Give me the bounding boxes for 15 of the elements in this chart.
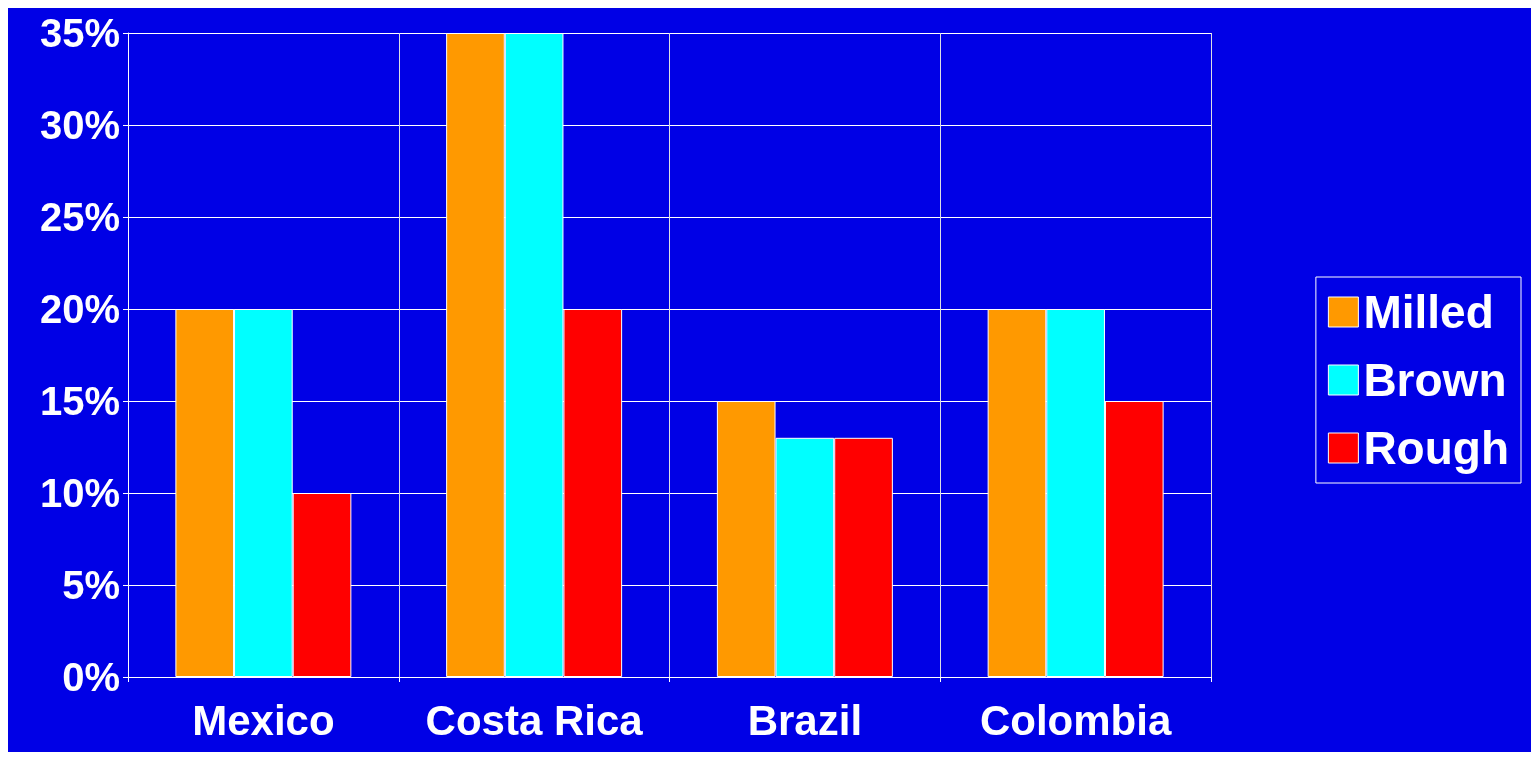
- y-tick-label: 30%: [39, 103, 120, 147]
- x-tick-label: Brazil: [747, 696, 863, 744]
- legend-label: Milled: [1363, 286, 1494, 338]
- y-tick-label: 25%: [39, 195, 120, 239]
- legend-label: Rough: [1363, 422, 1510, 474]
- y-tick-label: 35%: [39, 11, 120, 55]
- y-tick-label: 0%: [62, 655, 120, 699]
- y-tick-label: 20%: [39, 287, 120, 331]
- x-tick-label: Costa Rica: [425, 696, 644, 744]
- legend-label: Brown: [1363, 354, 1507, 406]
- y-tick-label: 5%: [62, 563, 120, 607]
- x-tick-label: Mexico: [192, 696, 335, 744]
- y-tick-label: 15%: [39, 379, 120, 423]
- x-tick-label: Colombia: [979, 696, 1172, 744]
- y-tick-label: 10%: [39, 471, 120, 515]
